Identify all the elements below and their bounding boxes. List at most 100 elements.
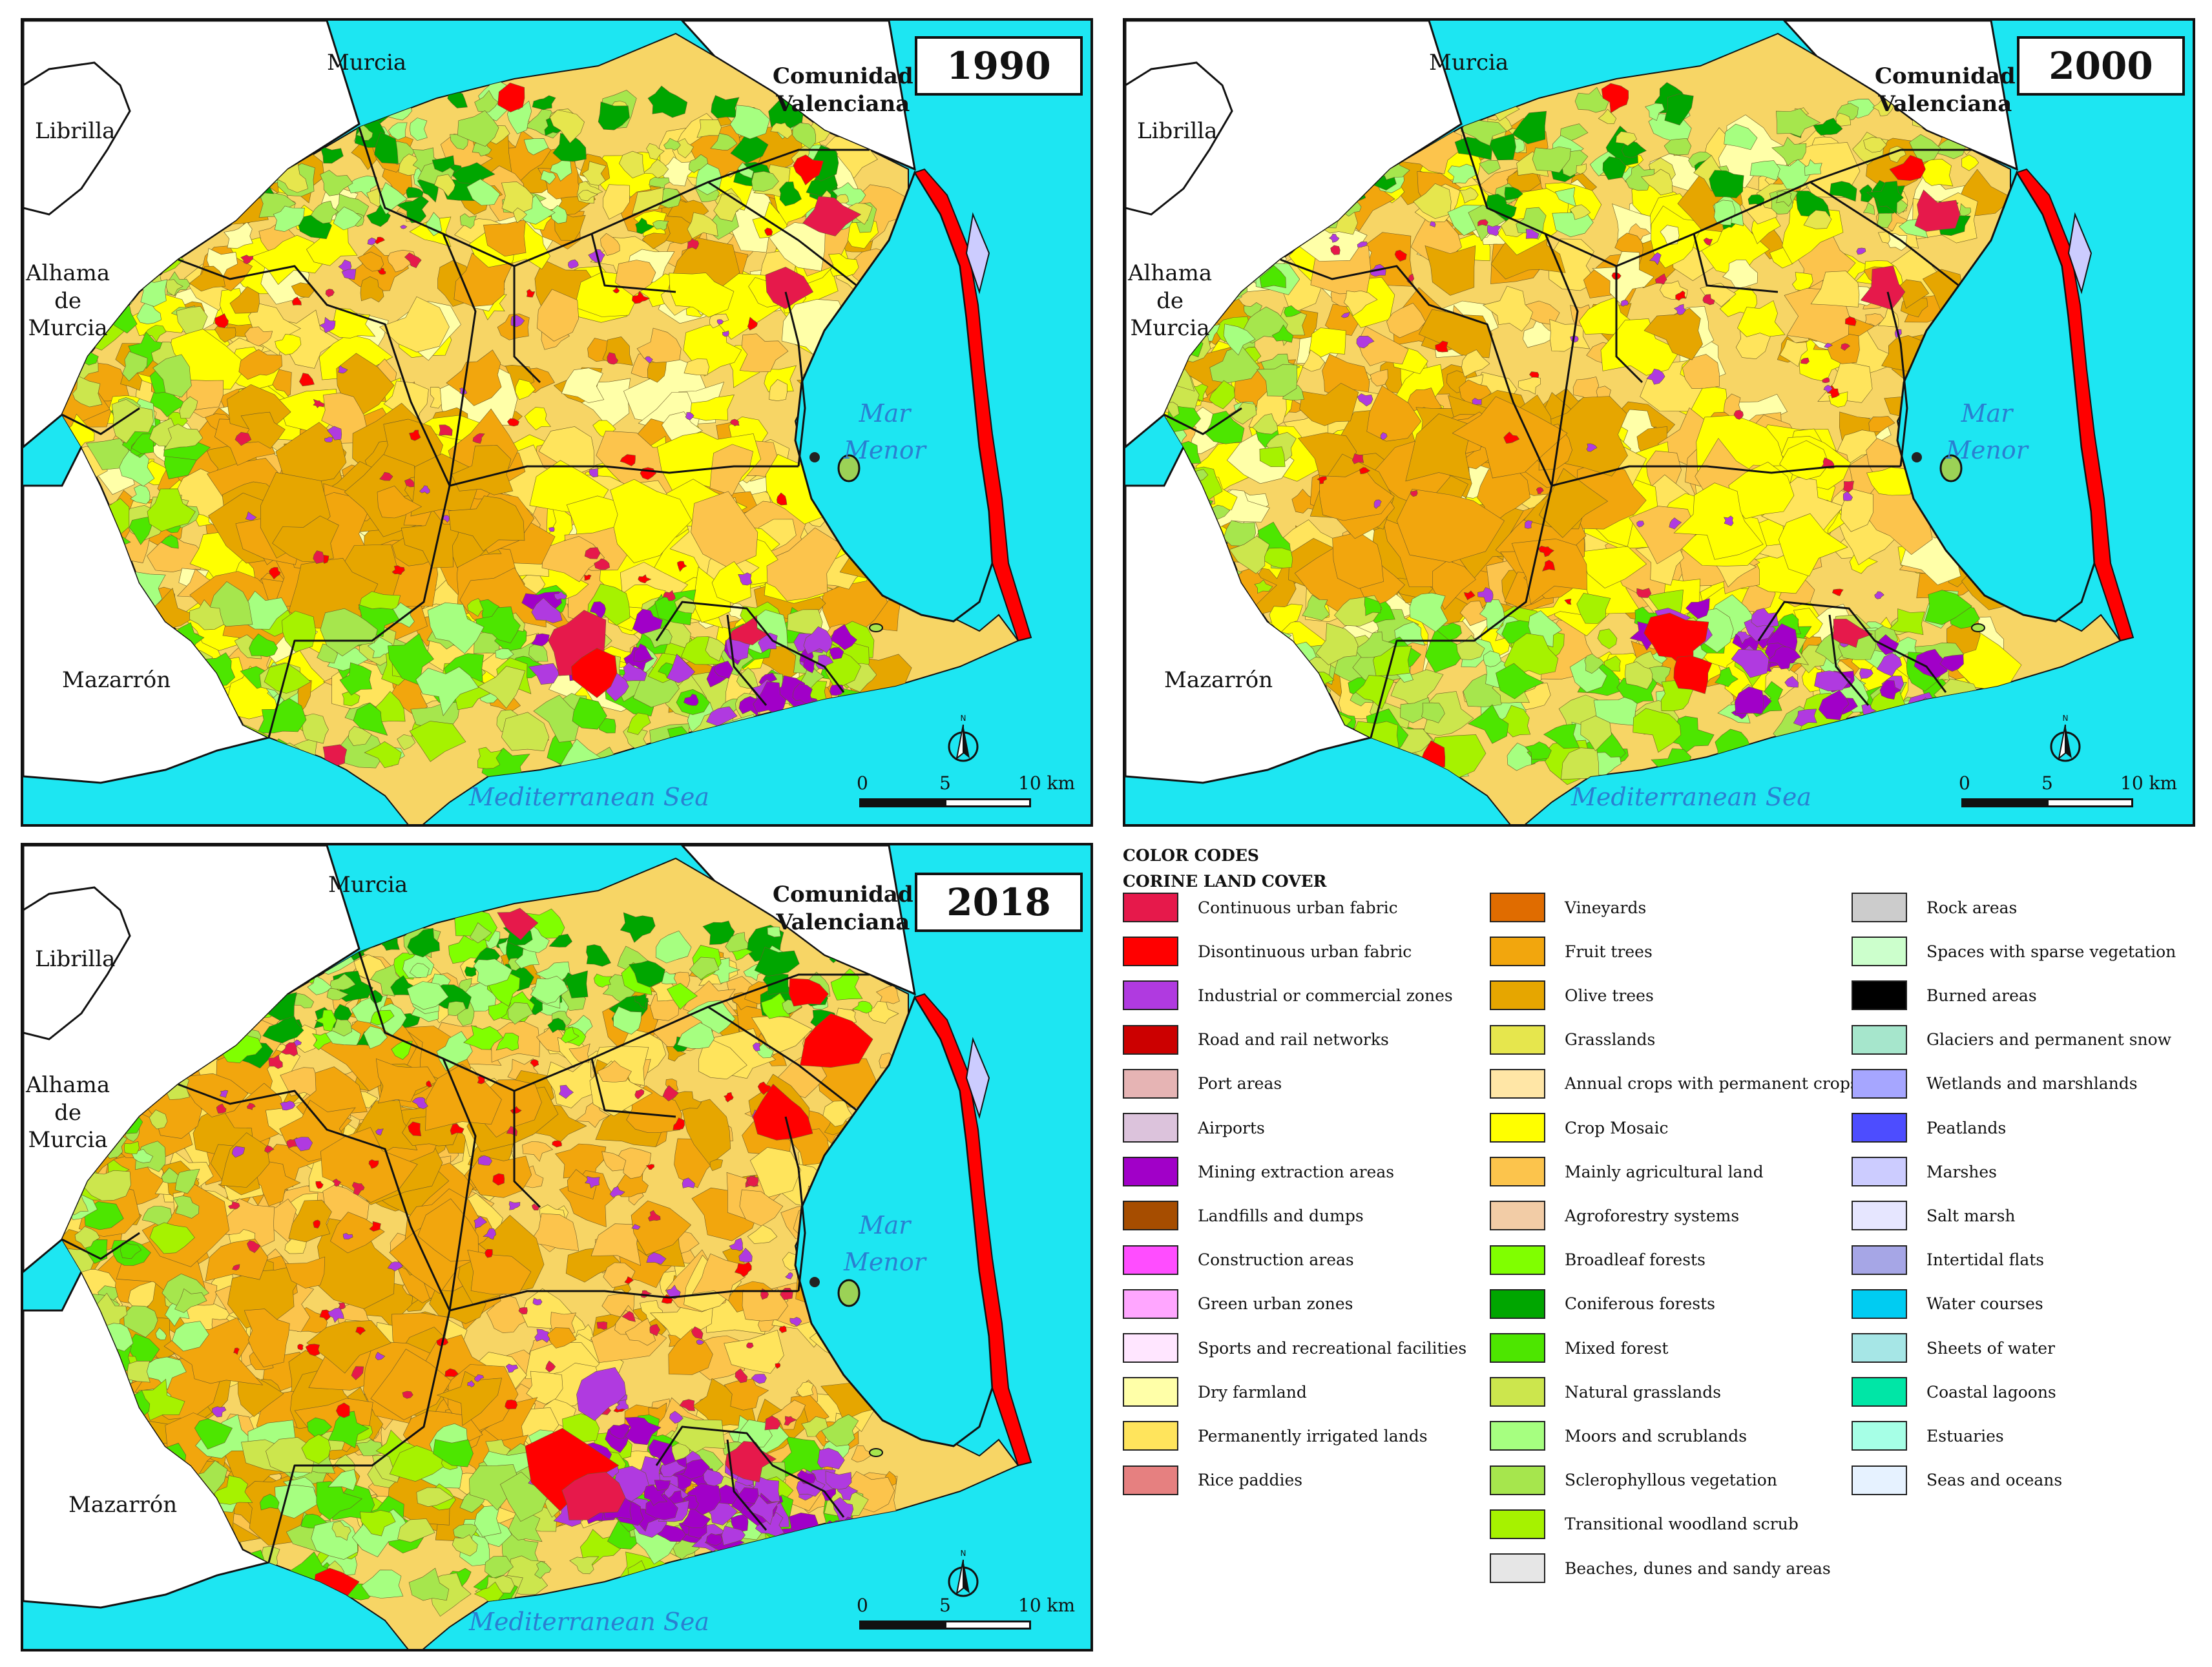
scale-tick-label: 10 km xyxy=(1018,772,1076,794)
legend-label: Coniferous forests xyxy=(1565,1294,1715,1314)
legend-swatch xyxy=(1852,893,1907,922)
legend-title: COLOR CODES CORINE LAND COVER xyxy=(1123,843,1326,895)
legend-item: Crop Mosaic xyxy=(1490,1112,1668,1144)
svg-text:N: N xyxy=(961,1549,966,1558)
label-comunidad-valenciana: Comunidad Valenciana xyxy=(1875,63,2016,117)
legend-item: Continuous urban fabric xyxy=(1123,891,1398,924)
legend-swatch xyxy=(1123,1333,1178,1363)
legend-swatch xyxy=(1123,937,1178,967)
legend-swatch xyxy=(1123,1421,1178,1451)
legend-item: Annual crops with permanent crops xyxy=(1490,1068,1859,1100)
legend-swatch xyxy=(1490,980,1545,1011)
map-panel-2000: Murcia Librilla Alhama de Murcia Mazarrón Co… xyxy=(1123,18,2195,827)
scale-segment-black xyxy=(859,1620,946,1630)
legend-swatch xyxy=(1490,1157,1545,1187)
legend-label: Airports xyxy=(1198,1118,1265,1137)
legend-label: Agroforestry systems xyxy=(1565,1206,1740,1225)
legend-swatch xyxy=(1490,893,1545,922)
legend-swatch xyxy=(1490,1421,1545,1451)
legend-swatch xyxy=(1490,937,1545,967)
legend-item: Disontinuous urban fabric xyxy=(1123,935,1412,968)
legend-label: Landfills and dumps xyxy=(1198,1206,1364,1225)
legend-label: Broadleaf forests xyxy=(1565,1250,1706,1270)
legend-item: Natural grasslands xyxy=(1490,1376,1721,1408)
land-cover-map xyxy=(23,21,1090,824)
legend-swatch xyxy=(1490,1509,1545,1539)
legend-title-line2: CORINE LAND COVER xyxy=(1123,872,1327,891)
legend-item: Broadleaf forests xyxy=(1490,1244,1706,1276)
legend-label: Annual crops with permanent crops xyxy=(1565,1074,1859,1093)
legend-item: Airports xyxy=(1123,1112,1265,1144)
legend-label: Moors and scrublands xyxy=(1565,1426,1748,1445)
scale-bar: 0 5 10 km xyxy=(1959,772,2177,811)
legend-swatch xyxy=(1123,1113,1178,1143)
legend-item: Agroforestry systems xyxy=(1490,1199,1739,1232)
label-murcia: Murcia xyxy=(1429,50,1509,76)
scale-tick-label: 5 xyxy=(2041,772,2053,794)
legend-item: Sclerophyllous vegetation xyxy=(1490,1464,1777,1496)
scale-tick-label: 0 xyxy=(857,772,868,794)
legend-item: Coniferous forests xyxy=(1490,1288,1715,1320)
scale-tick-label: 10 km xyxy=(2120,772,2178,794)
legend-item: Salt marsh xyxy=(1852,1199,2016,1232)
label-librilla: Librilla xyxy=(35,946,116,972)
scale-tick-label: 0 xyxy=(857,1595,868,1616)
legend-label: Fruit trees xyxy=(1565,942,1653,961)
label-comunidad-valenciana: Comunidad Valenciana xyxy=(773,63,913,117)
legend-swatch xyxy=(1490,1465,1545,1495)
legend-label: Olive trees xyxy=(1565,986,1654,1005)
legend-label: Vineyards xyxy=(1565,898,1647,917)
legend-label: Glaciers and permanent snow xyxy=(1926,1030,2172,1050)
legend-label: Mixed forest xyxy=(1565,1338,1669,1358)
svg-text:N: N xyxy=(961,714,966,723)
legend-label: Grasslands xyxy=(1565,1030,1656,1050)
legend-item: Port areas xyxy=(1123,1068,1282,1100)
legend-item: Construction areas xyxy=(1123,1244,1354,1276)
legend-label: Permanently irrigated lands xyxy=(1198,1426,1428,1445)
legend-swatch xyxy=(1490,1289,1545,1319)
legend-label: Seas and oceans xyxy=(1926,1471,2063,1490)
legend-item: Sports and recreational facilities xyxy=(1123,1332,1466,1364)
legend-swatch xyxy=(1852,1289,1907,1319)
label-murcia: Murcia xyxy=(328,872,408,898)
label-mar-menor: Mar Menor xyxy=(1946,399,2028,464)
legend-swatch xyxy=(1123,1245,1178,1275)
legend-swatch xyxy=(1490,1333,1545,1363)
legend-swatch xyxy=(1852,1113,1907,1143)
scale-segment-white xyxy=(2047,798,2133,807)
legend-item: Fruit trees xyxy=(1490,935,1653,968)
year-label: 2018 xyxy=(915,873,1083,932)
legend-item: Coastal lagoons xyxy=(1852,1376,2056,1408)
label-mazarron: Mazarrón xyxy=(68,1492,178,1518)
scale-segment-white xyxy=(944,798,1031,807)
legend-swatch xyxy=(1852,980,1907,1011)
legend-item: Spaces with sparse vegetation xyxy=(1852,935,2176,968)
label-alhama-de-murcia: Alhama de Murcia xyxy=(1128,260,1213,341)
label-murcia: Murcia xyxy=(327,50,407,76)
legend-item: Burned areas xyxy=(1852,979,2037,1011)
label-mazarron: Mazarrón xyxy=(1164,667,1273,693)
legend-item: Mining extraction areas xyxy=(1123,1155,1394,1188)
legend-swatch xyxy=(1123,1024,1178,1055)
year-label: 2000 xyxy=(2017,36,2185,96)
legend-swatch xyxy=(1123,1068,1178,1099)
legend-swatch xyxy=(1852,937,1907,967)
label-mediterranean-sea: Mediterranean Sea xyxy=(1571,783,1811,811)
legend-item: Estuaries xyxy=(1852,1420,2004,1452)
land-cover-map xyxy=(1125,21,2193,824)
legend-swatch xyxy=(1852,1377,1907,1407)
label-mazarron: Mazarrón xyxy=(62,667,171,693)
label-alhama-de-murcia: Alhama de Murcia xyxy=(26,1072,110,1153)
legend-swatch xyxy=(1123,1157,1178,1187)
label-mediterranean-sea: Mediterranean Sea xyxy=(469,1608,709,1636)
map-panel-2018: Murcia Librilla Alhama de Murcia Mazarrón Co… xyxy=(21,843,1093,1651)
legend-item: Beaches, dunes and sandy areas xyxy=(1490,1552,1831,1584)
legend-item: Wetlands and marshlands xyxy=(1852,1068,2138,1100)
label-mar-menor: Mar Menor xyxy=(844,1211,926,1276)
legend-label: Marshes xyxy=(1926,1162,1998,1181)
legend-item: Mainly agricultural land xyxy=(1490,1155,1764,1188)
legend-label: Continuous urban fabric xyxy=(1198,898,1398,917)
legend-item: Permanently irrigated lands xyxy=(1123,1420,1428,1452)
legend-swatch xyxy=(1490,1113,1545,1143)
legend-swatch xyxy=(1852,1421,1907,1451)
